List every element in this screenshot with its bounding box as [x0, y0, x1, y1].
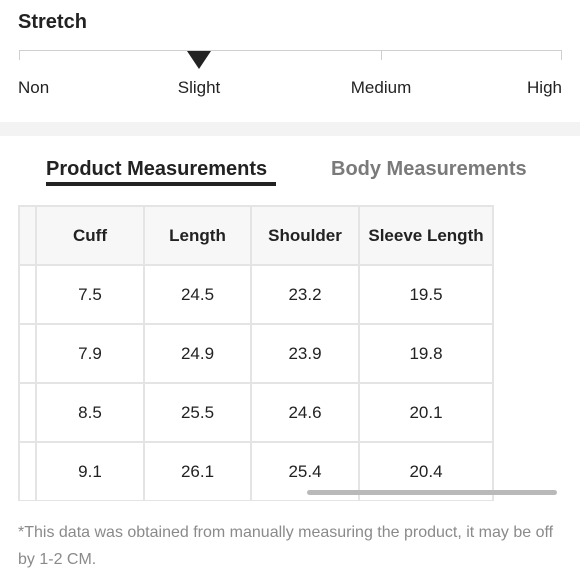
measurement-tabs: Product Measurements Body Measurements: [0, 136, 580, 190]
stretch-label-non: Non: [18, 78, 50, 97]
measurement-table-scroll[interactable]: Cuff Length Shoulder Sleeve Length 7.5 2…: [18, 205, 580, 501]
table-cell: 9.1: [35, 441, 145, 501]
section-divider: [0, 122, 580, 136]
stretch-indicator-icon: [187, 51, 211, 69]
table-row: 7.5 24.5 23.2 19.5: [18, 264, 494, 325]
column-header-length: Length: [143, 205, 252, 266]
stretch-label-slight: Slight: [177, 78, 221, 97]
table-cell: 23.2: [250, 264, 360, 325]
table-cell: 7.5: [35, 264, 145, 325]
table-cell: 26.1: [143, 441, 252, 501]
table-horizontal-scrollbar[interactable]: [307, 490, 557, 495]
table-cell: 24.5: [143, 264, 252, 325]
stretch-label-medium: Medium: [350, 78, 412, 97]
column-header-size: [18, 205, 37, 266]
tab-body-measurements[interactable]: Body Measurements: [331, 158, 527, 180]
table-row: 7.9 24.9 23.9 19.8: [18, 323, 494, 384]
table-cell: 7.9: [35, 323, 145, 384]
measurement-table: Cuff Length Shoulder Sleeve Length 7.5 2…: [18, 205, 494, 501]
stretch-tick-high: [561, 50, 562, 60]
table-row: 9.1 26.1 25.4 20.4: [18, 441, 494, 501]
table-cell: 23.9: [250, 323, 360, 384]
table-cell: 24.9: [143, 323, 252, 384]
stretch-label-high: High: [527, 78, 562, 97]
table-row: 8.5 25.5 24.6 20.1: [18, 382, 494, 443]
table-header-row: Cuff Length Shoulder Sleeve Length: [18, 205, 494, 266]
table-cell: [18, 382, 37, 443]
stretch-section: Stretch Non Slight Medium High: [0, 0, 580, 122]
stretch-tick-medium: [381, 50, 382, 60]
column-header-sleeve-length: Sleeve Length: [358, 205, 494, 266]
table-cell: [18, 323, 37, 384]
tab-product-measurements[interactable]: Product Measurements: [46, 158, 268, 180]
column-header-cuff: Cuff: [35, 205, 145, 266]
table-cell: 24.6: [250, 382, 360, 443]
table-cell: 20.1: [358, 382, 494, 443]
stretch-scale-line: [19, 50, 562, 51]
column-header-shoulder: Shoulder: [250, 205, 360, 266]
table-cell: 8.5: [35, 382, 145, 443]
stretch-tick-non: [19, 50, 20, 60]
table-cell: 19.8: [358, 323, 494, 384]
table-cell: [18, 441, 37, 501]
measurement-disclaimer: *This data was obtained from manually me…: [18, 524, 554, 568]
table-cell: 25.5: [143, 382, 252, 443]
active-tab-underline: [46, 182, 276, 186]
table-cell: [18, 264, 37, 325]
table-cell: 19.5: [358, 264, 494, 325]
stretch-title: Stretch: [18, 11, 87, 33]
